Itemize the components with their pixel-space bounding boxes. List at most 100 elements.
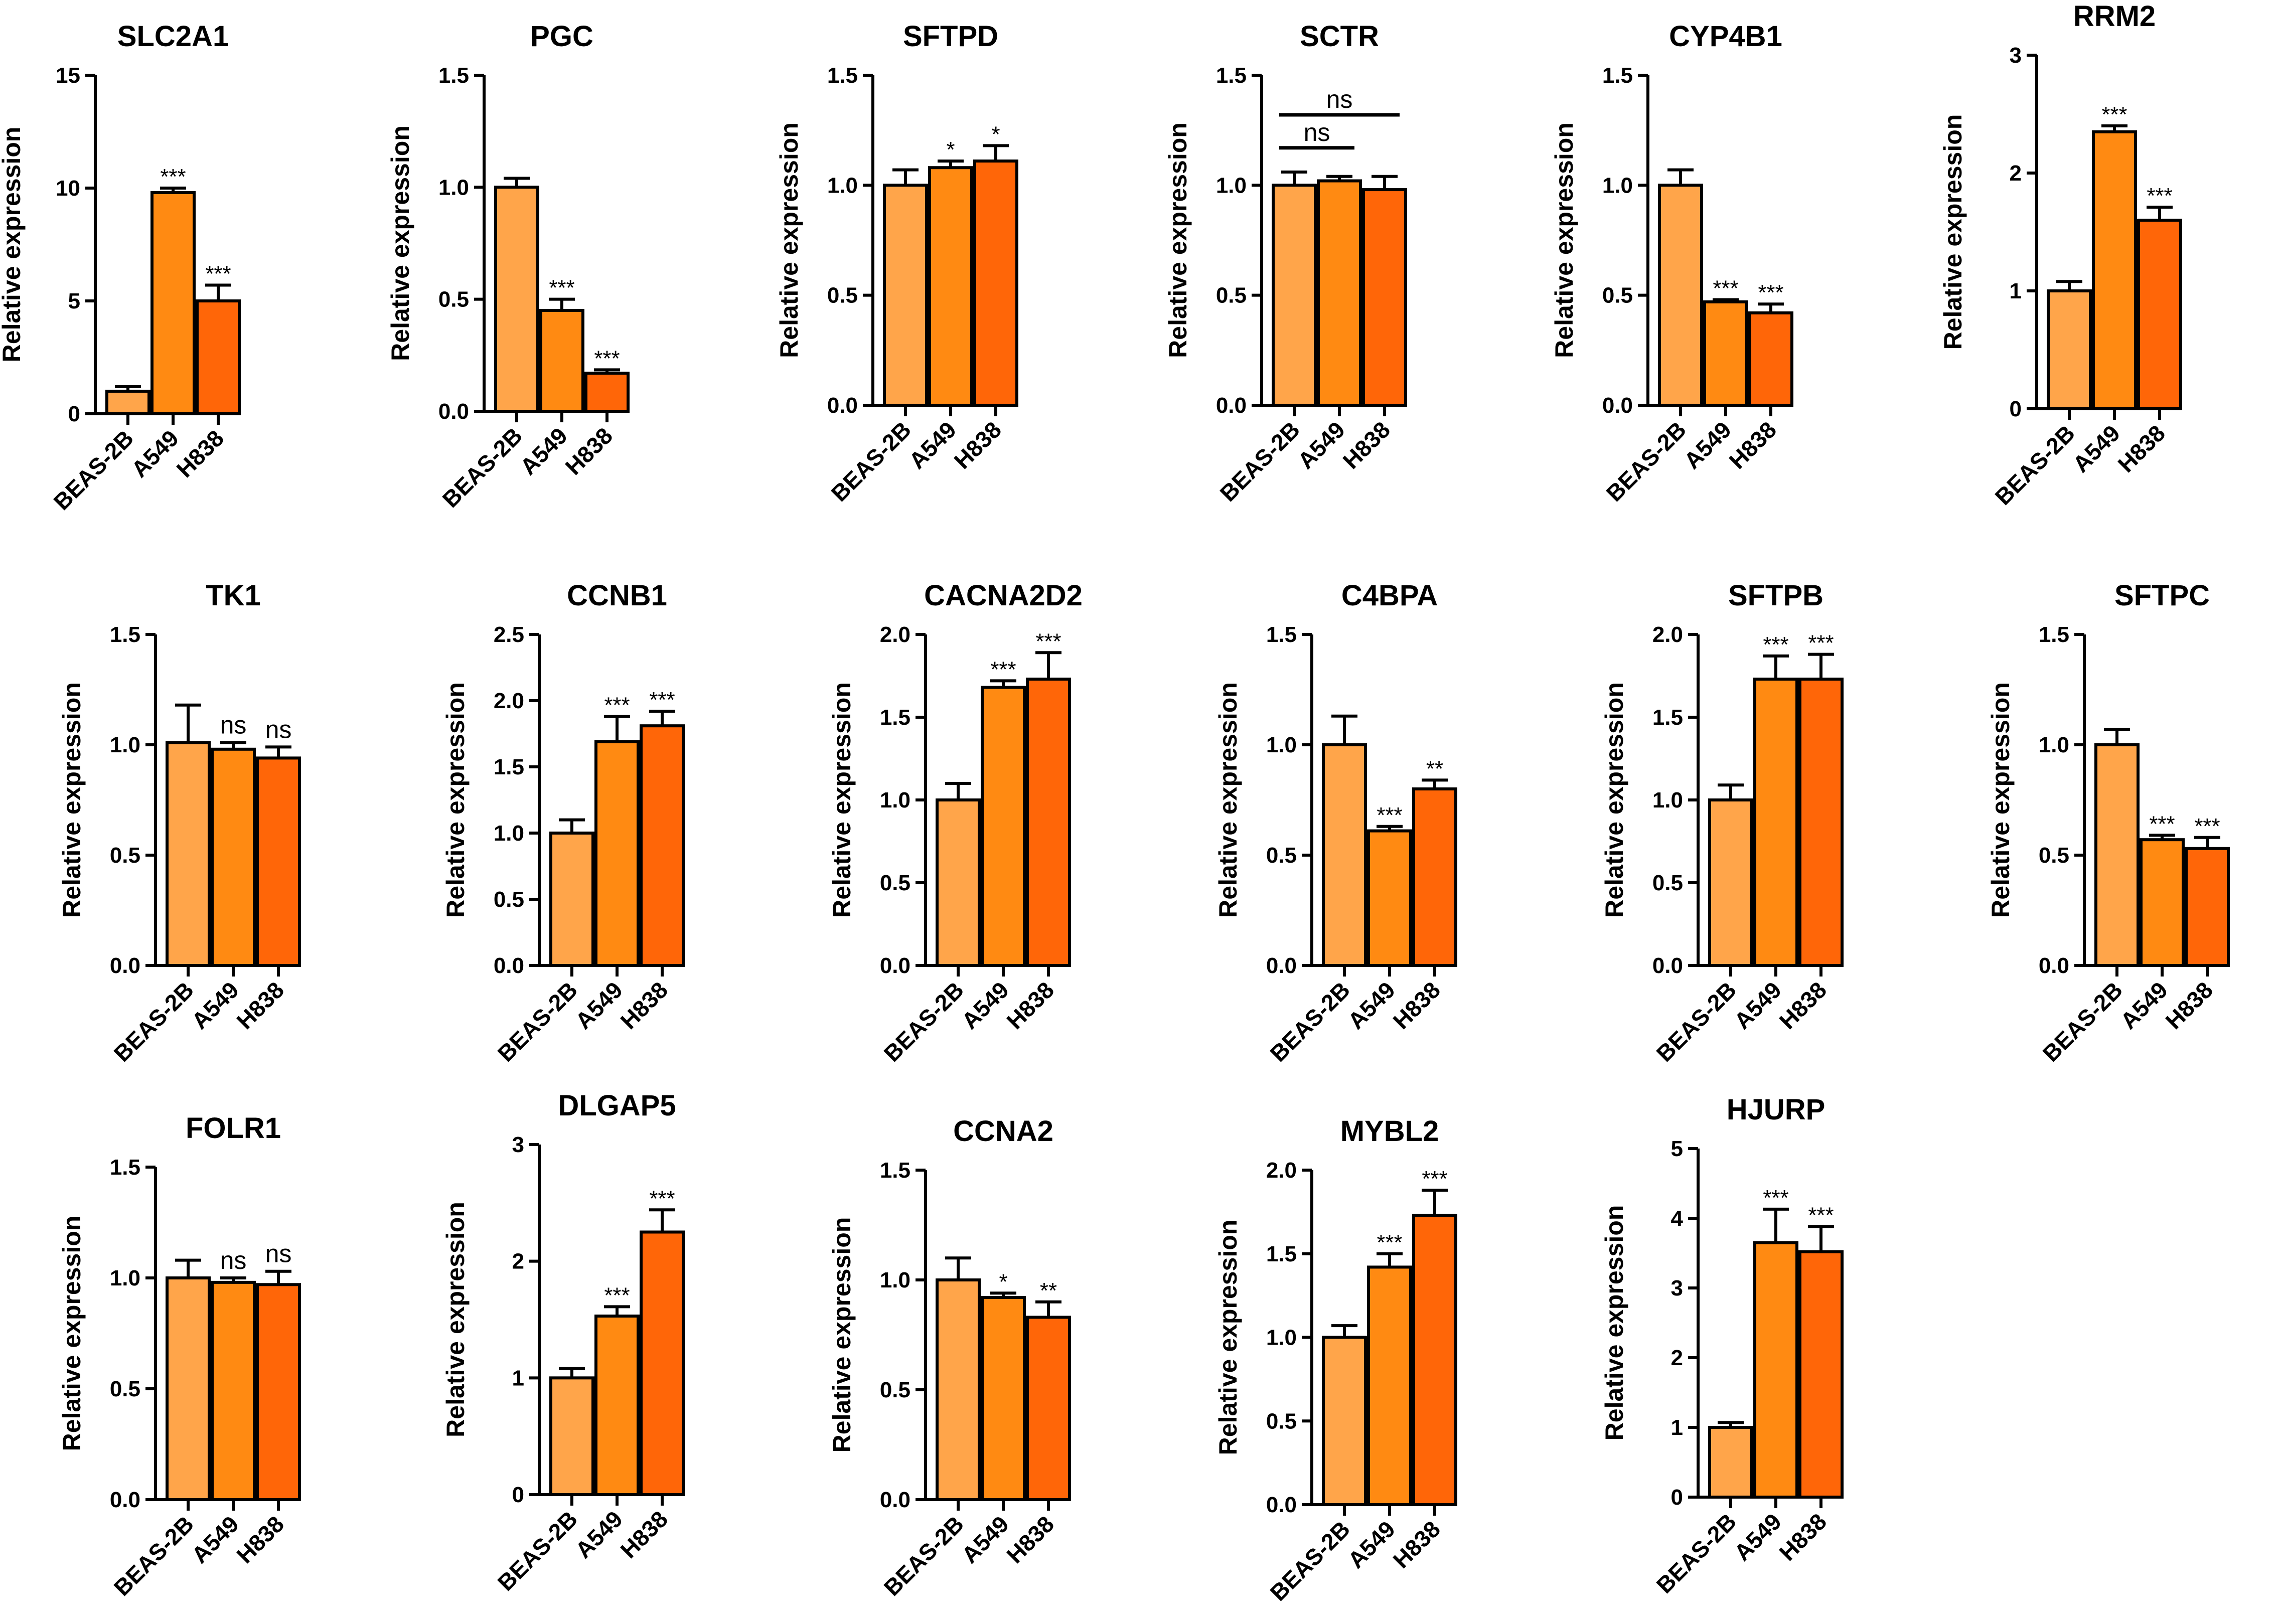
x-tick-label-h838: H838 [1774,977,1832,1034]
chart-title: HJURP [1727,1093,1826,1126]
y-axis-label: Relative expression [58,682,86,918]
bar-h838 [1798,678,1844,967]
panel-hjurp: HJURP Relative expression 0 1 2 3 4 5 BEAS-2BA54… [1600,1093,1844,1598]
x-tick-label-h838: H838 [2113,420,2171,477]
bar-beas-2b [2047,289,2092,410]
x-tick-label-a549: A549 [126,425,184,482]
x-tick-label-beas-2b: BEAS-2B [493,977,583,1067]
y-tick-label: 2.0 [1266,1158,1297,1183]
x-tick-label-a549: A549 [1343,977,1401,1034]
bar-a549 [1703,300,1748,407]
bar-beas-2b [936,1278,981,1501]
y-tick-label: 0.0 [827,393,858,418]
chart-title: SLC2A1 [117,20,229,53]
y-tick-label: 1.5 [1216,63,1247,88]
y-tick-label: 0.5 [438,287,469,312]
x-tick-label-beas-2b: BEAS-2B [437,422,528,513]
y-tick-label: 1.5 [1602,63,1633,88]
panel-cacna2d2: CACNA2D2 Relative expression 0.0 0.5 1.0 1.5 2… [828,579,1083,1067]
y-axis-label: Relative expression [1600,682,1628,918]
panel-mybl2: MYBL2 Relative expression 0.0 0.5 1.0 1.5 2.0 B… [1214,1115,1457,1606]
chart-title: RRM2 [2073,0,2156,33]
y-tick-label: 3 [512,1132,524,1157]
significance-label: *** [2101,102,2127,127]
y-tick-label: 1.0 [1652,788,1683,813]
x-tick-label-a549: A549 [904,416,962,474]
significance-label: *** [2149,811,2175,836]
y-tick-label: 1.5 [1652,705,1683,730]
chart-title: SFTPB [1728,579,1823,612]
x-tick-label-h838: H838 [1724,416,1782,474]
y-tick-label: 1.0 [1266,733,1297,757]
y-tick-label: 0.0 [1216,393,1247,418]
significance-label: *** [604,1283,630,1308]
significance-label: *** [2194,814,2220,839]
x-tick-label-a549: A549 [1729,977,1787,1034]
panel-folr1: FOLR1 Relative expression 0.0 0.5 1.0 1.5 BEAS… [58,1112,301,1601]
bar-a549 [981,686,1026,967]
y-tick-label: 5 [1671,1136,1683,1161]
significance-label: *** [1713,276,1738,300]
significance-label: * [946,137,955,162]
y-tick-label: 0.0 [1266,953,1297,978]
significance-label: *** [160,165,186,189]
y-tick-label: 1.5 [110,1155,140,1180]
bar-beas-2b [166,1276,211,1501]
y-tick-label: 1.5 [2039,622,2069,647]
bar-a549 [2140,838,2185,967]
panel-slc2a1: SLC2A1 Relative expression 0 5 10 15 BEAS-2BA5… [0,20,241,515]
y-tick-label: 1.5 [880,705,910,730]
y-tick-label: 1.5 [827,63,858,88]
x-tick-label-a549: A549 [1343,1516,1401,1573]
bar-a549 [594,1315,640,1497]
chart-title: FOLR1 [186,1112,281,1145]
bar-beas-2b [549,1376,594,1496]
bar-h838 [196,299,241,415]
bar-beas-2b [166,741,211,967]
y-tick-label: 2.0 [494,689,524,713]
x-tick-label-a549: A549 [187,977,244,1034]
bar-a549 [1367,829,1412,967]
y-axis-label: Relative expression [58,1216,86,1451]
x-tick-label-h838: H838 [1338,416,1396,474]
significance-label: *** [1377,1230,1402,1255]
x-tick-label-a549: A549 [515,422,573,480]
y-axis-label: Relative expression [441,682,470,918]
x-tick-label-h838: H838 [2161,977,2218,1034]
y-tick-label: 1.0 [494,821,524,846]
chart-title: DLGAP5 [558,1089,676,1122]
x-tick-label-h838: H838 [1388,1516,1446,1573]
bar-a549 [981,1296,1026,1502]
y-tick-label: 15 [56,63,80,88]
significance-label: *** [594,346,620,371]
y-tick-label: 0.5 [1266,1409,1297,1433]
y-tick-label: 0.5 [1602,283,1633,308]
y-tick-label: 3 [1671,1276,1683,1301]
bar-a549 [1753,1241,1798,1499]
bar-h838 [256,756,301,967]
x-tick-label-beas-2b: BEAS-2B [1990,420,2080,510]
x-tick-label-h838: H838 [560,422,618,480]
bar-h838 [640,1230,685,1496]
chart-title: SFTPD [903,20,998,53]
significance-label: *** [1763,632,1788,657]
bar-h838 [584,372,630,413]
x-tick-label-h838: H838 [1002,1511,1059,1568]
chart-title: SFTPC [2114,579,2210,612]
bar-h838 [973,159,1018,407]
bar-a549 [1317,179,1362,407]
x-tick-label-a549: A549 [2115,977,2173,1034]
x-tick-label-beas-2b: BEAS-2B [826,416,917,507]
panel-sftpb: SFTPB Relative expression 0.0 0.5 1.0 1.5 2.0 B… [1600,579,1844,1067]
y-tick-label: 0.5 [1216,283,1247,308]
significance-label: * [991,122,1000,146]
x-tick-label-h838: H838 [172,425,229,482]
x-tick-label-h838: H838 [232,977,289,1034]
x-tick-label-beas-2b: BEAS-2B [109,1511,199,1601]
bar-beas-2b [105,390,150,415]
panel-sftpc: SFTPC Relative expression 0.0 0.5 1.0 1.5 BEAS… [1987,579,2230,1067]
bar-h838 [1362,188,1407,407]
comparison-label: ns [1326,85,1353,113]
chart-title: CACNA2D2 [924,579,1083,612]
bar-beas-2b [549,832,594,967]
